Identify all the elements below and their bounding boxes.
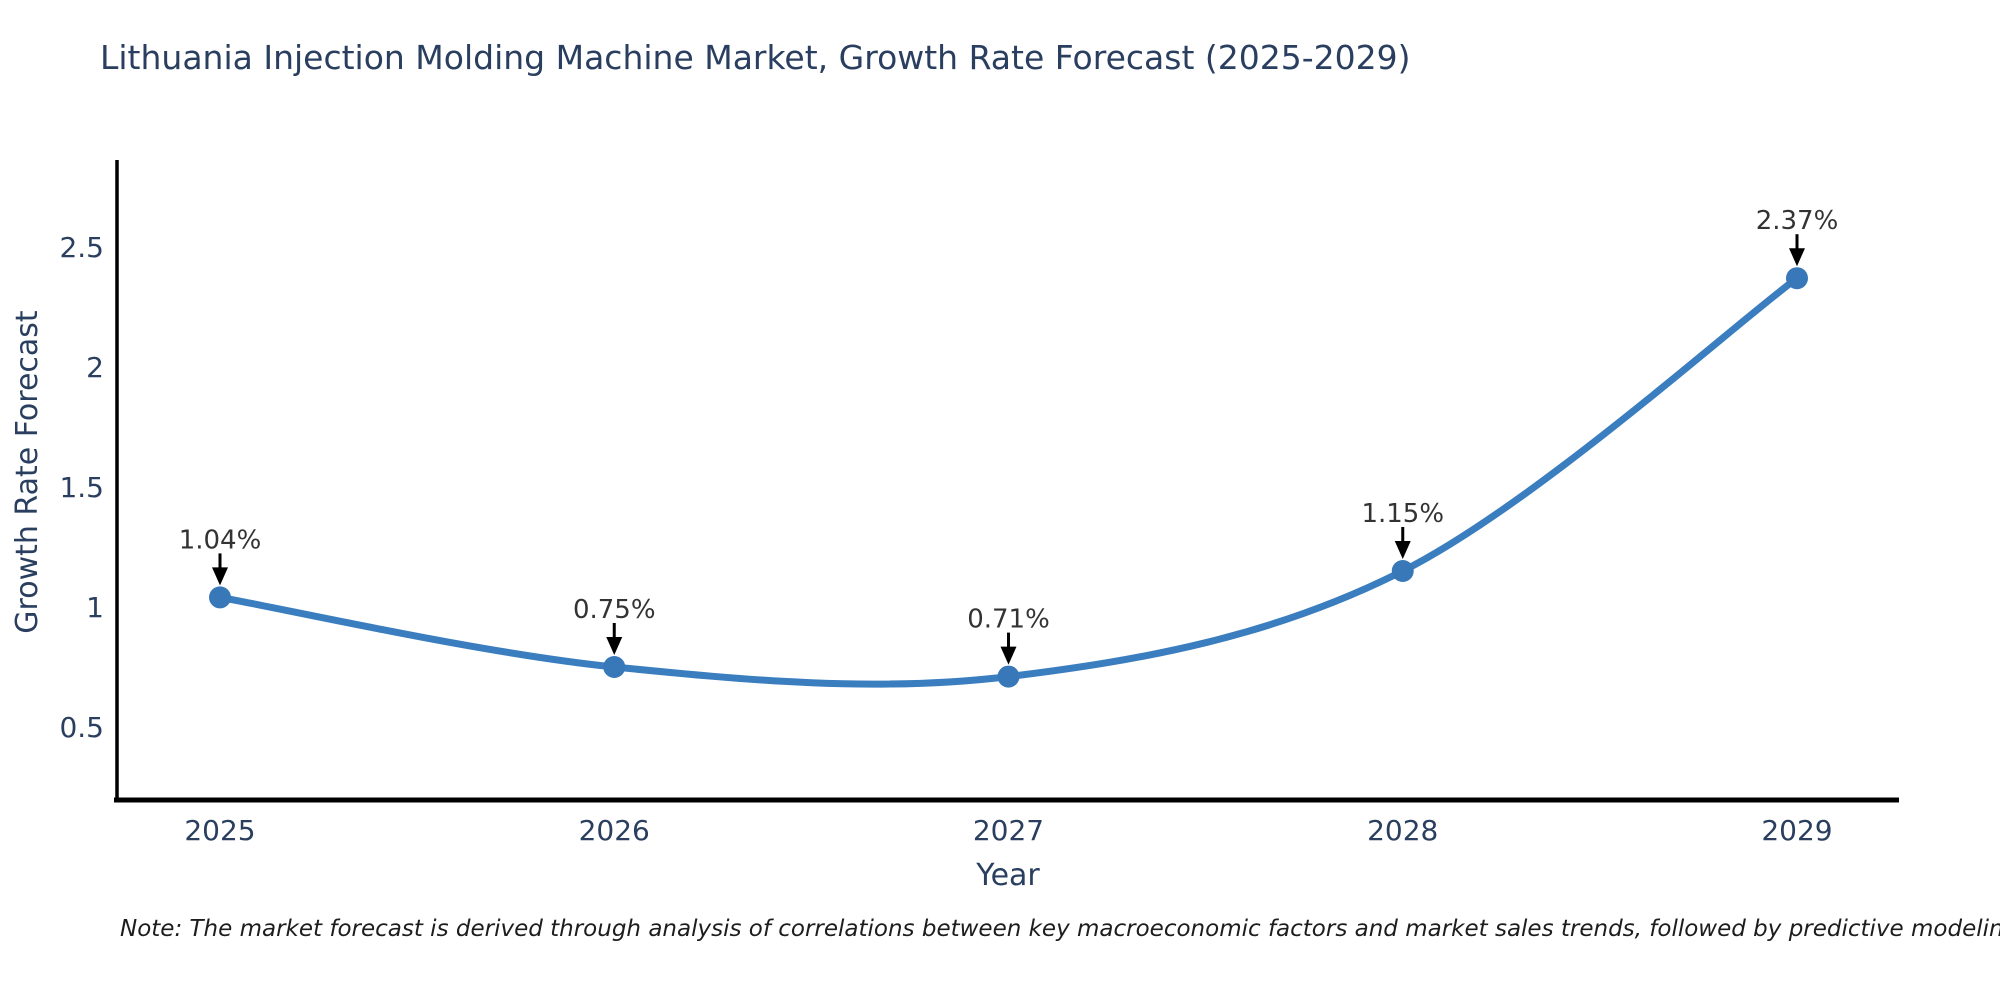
annotation-arrowhead-icon — [212, 567, 228, 586]
annotation-arrowhead-icon — [1000, 646, 1017, 665]
y-tick-label: 2 — [86, 351, 104, 384]
footnote: Note: The market forecast is derived thr… — [120, 916, 2000, 942]
point-annotation: 1.15% — [1361, 499, 1444, 529]
x-tick-label: 2029 — [1761, 814, 1832, 847]
data-point[interactable] — [603, 656, 626, 678]
y-tick-label: 2.5 — [59, 231, 104, 264]
x-tick-label: 2026 — [579, 814, 650, 847]
chart-title: Lithuania Injection Molding Machine Mark… — [100, 38, 1411, 77]
x-tick-label: 2027 — [973, 814, 1044, 847]
point-annotation: 1.04% — [179, 525, 262, 555]
x-axis-title: Year — [976, 858, 1040, 893]
x-tick-label: 2028 — [1367, 814, 1438, 847]
data-point[interactable] — [997, 665, 1020, 688]
x-tick-label: 2025 — [184, 814, 255, 847]
y-tick-label: 1 — [86, 591, 104, 624]
point-annotation: 0.75% — [573, 595, 656, 625]
data-point[interactable] — [1391, 560, 1414, 582]
point-annotation: 0.71% — [967, 605, 1050, 635]
y-tick-label: 0.5 — [59, 711, 104, 744]
annotation-arrowhead-icon — [1789, 248, 1805, 267]
y-tick-label: 1.5 — [59, 471, 104, 504]
annotation-arrowhead-icon — [1394, 541, 1411, 559]
annotation-arrowhead-icon — [606, 637, 623, 655]
point-annotation: 2.37% — [1756, 206, 1839, 236]
data-point[interactable] — [209, 586, 231, 609]
data-point[interactable] — [1786, 267, 1808, 290]
